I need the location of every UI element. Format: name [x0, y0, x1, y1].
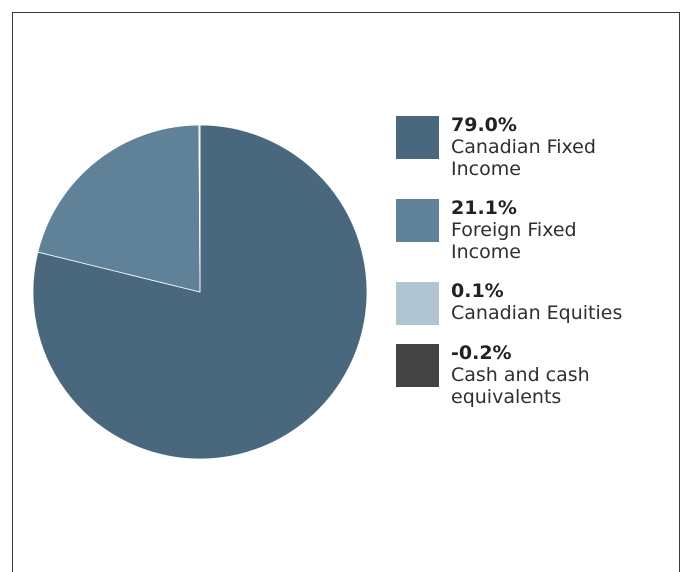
chart-frame [12, 12, 680, 572]
legend-swatch [396, 116, 439, 159]
pie-slice-canadian-fixed-income [32, 124, 368, 460]
pie-slice-foreign-fixed-income [37, 124, 201, 293]
legend-percent: 79.0% [451, 114, 517, 136]
legend-percent: 0.1% [451, 280, 504, 302]
legend-item-canadian-fixed-income: 79.0% Canadian Fixed Income [396, 114, 676, 180]
legend-swatch [396, 282, 439, 325]
legend-percent: -0.2% [451, 342, 512, 364]
legend-label: Canadian Equities [451, 302, 623, 324]
legend-percent: 21.1% [451, 197, 517, 219]
legend-item-foreign-fixed-income: 21.1% Foreign Fixed Income [396, 197, 676, 263]
legend-swatch [396, 344, 439, 387]
legend-label: Cash and cash equivalents [451, 364, 590, 408]
legend-label: Foreign Fixed Income [451, 219, 577, 263]
legend-label: Canadian Fixed Income [451, 136, 596, 180]
legend-item-cash: -0.2% Cash and cash equivalents [396, 342, 676, 408]
legend-swatch [396, 199, 439, 242]
legend: 79.0% Canadian Fixed Income 21.1% Foreig… [396, 114, 676, 425]
legend-item-canadian-equities: 0.1% Canadian Equities [396, 280, 676, 325]
pie-slice-canadian-equities [198, 124, 201, 293]
